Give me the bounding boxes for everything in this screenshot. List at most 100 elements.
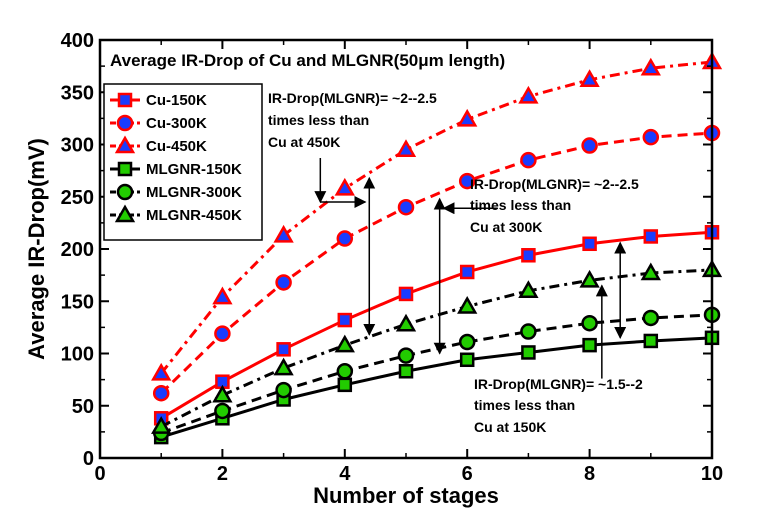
data-point-cu-150k (582, 236, 597, 252)
data-point-cu-300k (397, 198, 415, 216)
data-point-cu-450k (212, 286, 233, 305)
y-tick-label: 100 (61, 344, 94, 366)
annotation-450k-line1: IR-Drop(MLGNR)= ~2--2.5 (268, 90, 437, 106)
data-point-mlgnr-150k (521, 345, 536, 360)
data-point-cu-450k (640, 57, 661, 76)
legend: Cu-150K Cu-300K Cu-450K MLGNR-150K MLGNR-300… (103, 83, 263, 241)
legend-item-mlgnr-300k: MLGNR-300K (110, 183, 242, 201)
data-point-cu-450k (151, 362, 172, 381)
data-point-mlgnr-300k (336, 363, 354, 380)
y-tick-label: 0 (83, 448, 94, 470)
data-point-cu-450k (273, 224, 294, 243)
data-point-cu-300k (275, 274, 292, 291)
annotation-cu-150k: IR-Drop(MLGNR)= ~1.5--2 times less than … (474, 376, 643, 435)
data-point-cu-150k (643, 229, 659, 244)
y-tick-label: 50 (72, 396, 94, 418)
x-tick-label: 0 (94, 463, 105, 485)
legend-marker-mlgnr-150k (117, 161, 133, 177)
x-tick-label: 4 (339, 463, 351, 485)
annotation-150k-line1: IR-Drop(MLGNR)= ~1.5--2 (474, 376, 643, 392)
y-tick-label: 350 (61, 82, 94, 104)
data-point-cu-150k (521, 248, 536, 263)
series-layer (151, 51, 723, 445)
legend-marker-cu-450k (114, 135, 136, 154)
x-tick-label: 8 (584, 463, 595, 485)
data-point-cu-450k (334, 177, 355, 196)
legend-item-cu-450k: Cu-450K (110, 135, 207, 155)
data-point-mlgnr-450k (151, 416, 172, 434)
data-point-mlgnr-450k (334, 334, 355, 353)
legend-label: MLGNR-450K (146, 207, 242, 224)
data-point-mlgnr-450k (579, 269, 600, 288)
x-tick-label: 6 (462, 463, 473, 485)
annotation-450k-line3: Cu at 450K (268, 134, 340, 150)
data-point-mlgnr-300k (581, 314, 598, 332)
annotation-300k-line3: Cu at 300K (470, 219, 542, 235)
y-tick-label: 150 (61, 291, 94, 313)
data-point-cu-300k (214, 325, 231, 342)
legend-label: Cu-150K (146, 92, 207, 109)
x-tick-label: 10 (701, 463, 723, 485)
series-cu-300k (152, 124, 721, 402)
data-point-mlgnr-450k (395, 313, 417, 332)
annotation-cu-450k: IR-Drop(MLGNR)= ~2--2.5 times less than … (268, 90, 437, 150)
data-point-mlgnr-450k (640, 262, 661, 281)
data-point-mlgnr-300k (275, 381, 292, 399)
data-point-mlgnr-300k (214, 402, 231, 420)
data-point-mlgnr-300k (397, 347, 415, 364)
data-point-mlgnr-450k (212, 384, 233, 403)
series-mlgnr-300k (152, 306, 721, 442)
data-point-cu-300k (458, 172, 476, 190)
annotation-300k-line1: IR-Drop(MLGNR)= ~2--2.5 (470, 176, 639, 192)
data-point-mlgnr-450k (518, 280, 539, 299)
y-tick-label: 200 (61, 239, 94, 261)
legend-marker-cu-150k (117, 92, 133, 108)
data-point-cu-450k (579, 69, 600, 87)
chart-title: Average IR-Drop of Cu and MLGNR(50μm len… (110, 51, 505, 70)
x-tick-label: 2 (217, 463, 228, 485)
legend-marker-mlgnr-300k (116, 183, 134, 201)
annotation-150k-line3: Cu at 150K (474, 419, 546, 435)
legend-marker-mlgnr-450k (114, 204, 136, 223)
y-tick-label: 400 (61, 30, 94, 52)
data-point-cu-150k (459, 264, 475, 280)
data-point-cu-150k (398, 286, 414, 302)
legend-label: MLGNR-300K (146, 184, 242, 201)
annotation-150k-line2: times less than (474, 397, 575, 413)
data-point-cu-150k (276, 342, 291, 357)
data-point-mlgnr-150k (337, 377, 353, 393)
legend-item-mlgnr-150k: MLGNR-150K (110, 161, 242, 178)
legend-item-cu-150k: Cu-150K (110, 92, 207, 109)
series-line-mlgnr-150k (160, 336, 713, 439)
data-point-cu-300k (520, 151, 537, 169)
annotation-300k-line2: times less than (470, 197, 571, 213)
y-tick-label: 250 (61, 187, 94, 209)
y-tick-label: 300 (61, 135, 94, 157)
data-point-cu-450k (457, 108, 478, 127)
data-point-mlgnr-150k (643, 333, 659, 349)
data-point-cu-300k (336, 230, 354, 247)
data-point-cu-150k (337, 312, 353, 328)
y-axis-title: Average IR-Drop(mV) (24, 138, 49, 360)
legend-label: MLGNR-150K (146, 161, 242, 178)
data-point-mlgnr-150k (459, 352, 475, 368)
legend-item-mlgnr-450k: MLGNR-450K (110, 204, 242, 224)
annotation-cu-300k: IR-Drop(MLGNR)= ~2--2.5 times less than … (470, 176, 639, 235)
series-line-cu-300k (160, 131, 713, 395)
data-point-mlgnr-150k (582, 337, 597, 353)
data-point-mlgnr-300k (520, 323, 537, 340)
data-point-cu-300k (581, 137, 598, 154)
data-point-mlgnr-300k (642, 309, 660, 327)
annotation-450k-line2: times less than (268, 112, 369, 128)
data-point-cu-450k (518, 85, 539, 104)
series-cu-450k (151, 51, 723, 381)
data-point-mlgnr-450k (273, 357, 294, 376)
data-point-cu-300k (152, 384, 170, 402)
legend-item-cu-300k: Cu-300K (110, 114, 207, 132)
series-line-cu-450k (160, 60, 713, 375)
x-axis-title: Number of stages (313, 483, 499, 508)
annotation-arrows (314, 158, 627, 379)
